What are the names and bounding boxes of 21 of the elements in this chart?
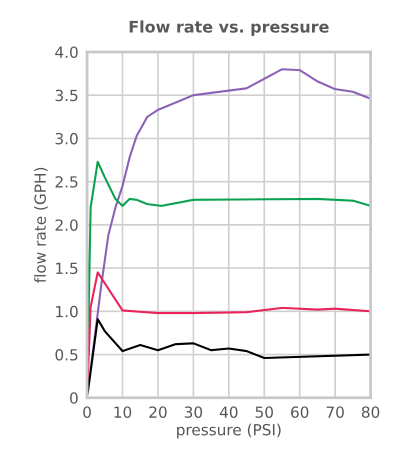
x-tick-label: 40: [220, 406, 238, 418]
y-tick-label: 2.5: [56, 176, 78, 188]
x-axis-title: pressure (PSI): [177, 424, 281, 438]
y-tick-label: 3.5: [56, 90, 78, 102]
y-tick-label: 1.5: [56, 262, 78, 274]
x-tick-label: 60: [291, 406, 308, 418]
x-tick-label: 10: [114, 406, 132, 418]
chart-title: Flow rate vs. pressure: [130, 20, 329, 36]
y-tick-label: 2.0: [56, 219, 78, 231]
x-tick-label: 50: [256, 406, 273, 418]
x-tick-label: 0: [83, 406, 91, 418]
y-tick-label: 3.0: [56, 132, 78, 144]
y-axis-title: flow rate (GPH): [34, 168, 48, 283]
x-tick-label: 20: [149, 406, 167, 418]
y-tick-label: 4.0: [55, 46, 78, 58]
y-tick-label: 0: [70, 392, 78, 404]
y-tick-label: 0.5: [55, 349, 78, 361]
x-tick-label: 70: [326, 406, 344, 418]
x-tick-label: 30: [184, 406, 202, 418]
x-tick-label: 80: [362, 406, 380, 418]
y-tick-label: 1.0: [56, 306, 78, 318]
